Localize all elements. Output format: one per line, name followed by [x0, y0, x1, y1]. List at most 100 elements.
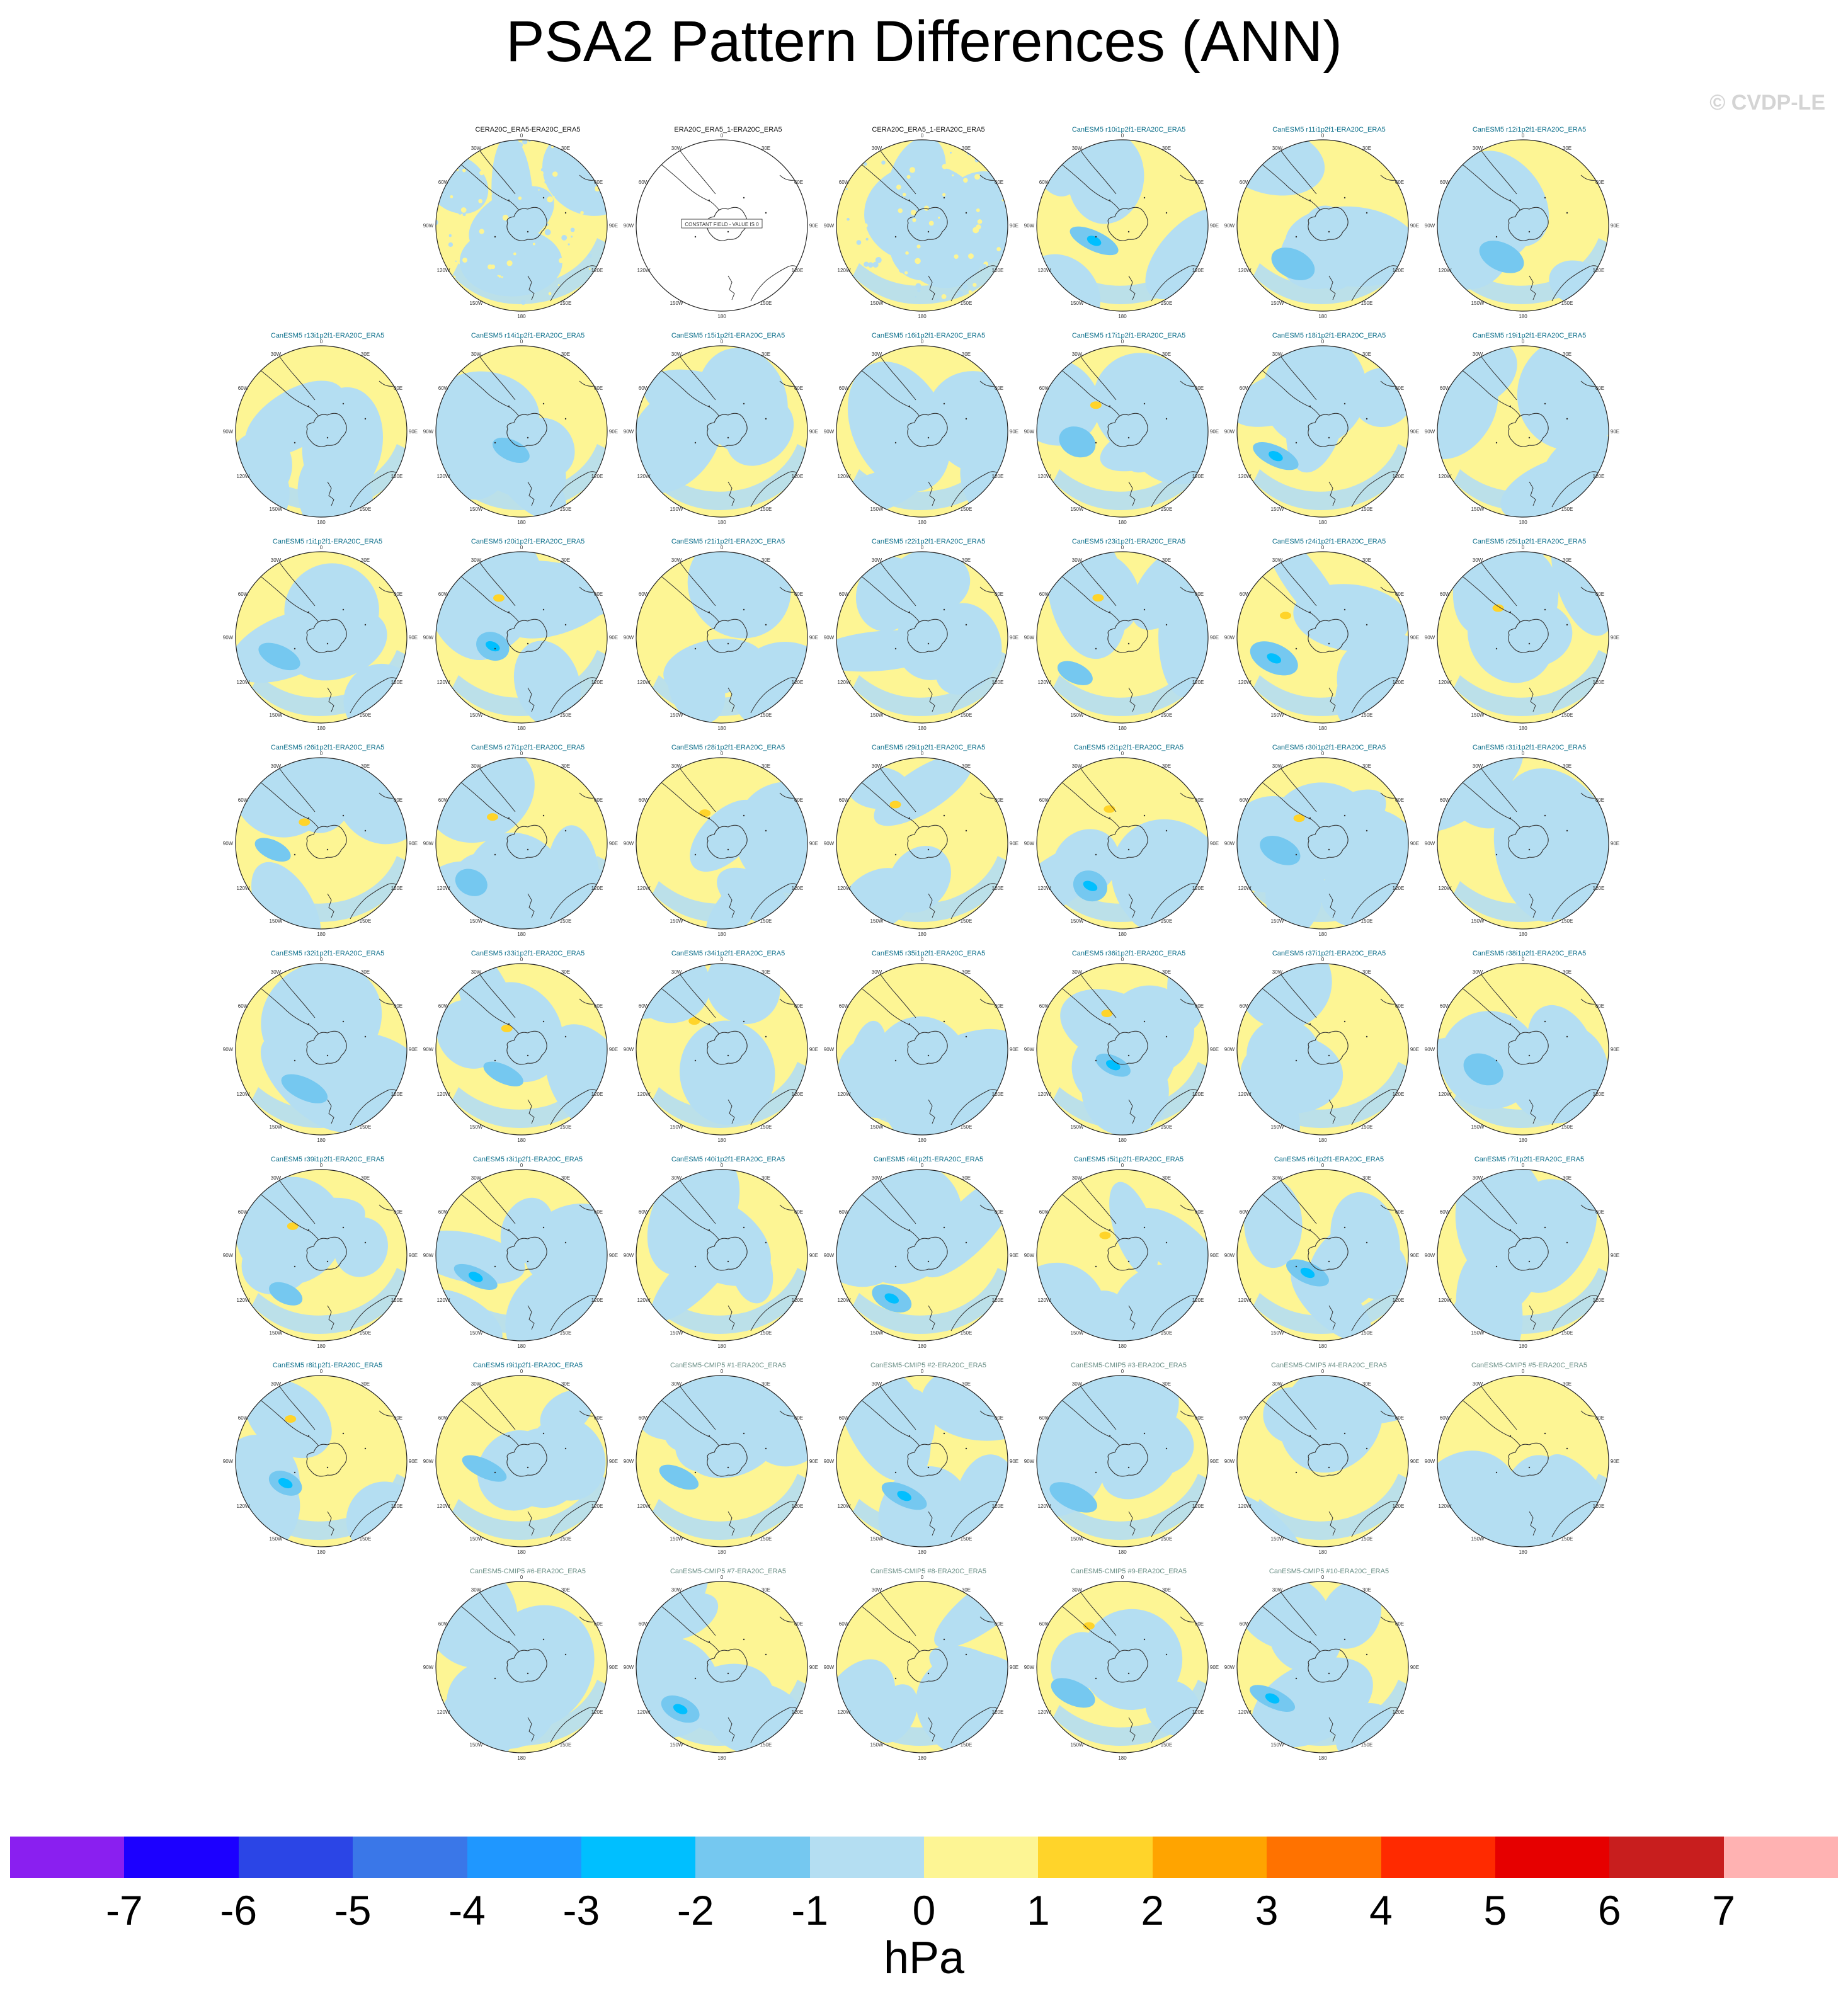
map-tick-label: 30E [1362, 145, 1371, 151]
map-tick-label: 0 [721, 339, 724, 345]
noise-speckle [517, 142, 523, 148]
map-tick-label: 120W [437, 1709, 450, 1715]
negative-core [455, 869, 488, 896]
south-america-coastline [1278, 147, 1317, 195]
new-zealand-coastline [527, 275, 535, 300]
south-america-coastline [458, 1398, 520, 1447]
map-tick-label: 150W [670, 1330, 683, 1336]
map-tick-label: 150E [1561, 300, 1573, 306]
colorbar-tick-label: 5 [1483, 1887, 1507, 1934]
new-zealand-coastline [1328, 275, 1336, 300]
new-zealand-coastline [928, 687, 935, 712]
island-dot [1165, 212, 1168, 214]
antarctica-coastline [1308, 1236, 1349, 1271]
island-dot [508, 199, 510, 202]
map-panel: CanESM5-CMIP5 #6-ERA20C_ERA5 0 30E 60E 90E 12… [423, 1568, 622, 1775]
map-panel-title: CanESM5 r35i1p2f1-ERA20C_ERA5 [871, 950, 986, 957]
map-tick-label: 120E [1192, 680, 1204, 685]
noise-speckle [535, 203, 541, 210]
map-tick-label: 0 [1522, 957, 1525, 962]
noise-speckle [920, 220, 925, 225]
map-tick-label: 120E [591, 886, 603, 891]
map-boundary [836, 345, 1008, 518]
map-tick-label: 90E [1210, 1253, 1219, 1258]
map-tick-label: 90E [1210, 223, 1219, 229]
noise-speckle [952, 174, 954, 177]
negative-core-strong [1269, 451, 1283, 462]
map-boundary [836, 757, 1008, 930]
australia-coastline [1351, 471, 1401, 508]
noise-speckle [875, 268, 880, 273]
noise-speckle [587, 162, 590, 164]
map-tick-label: 150W [870, 712, 884, 718]
island-dot [943, 814, 945, 817]
map-tick-label: 60W [438, 1209, 449, 1215]
map-panel-title: CanESM5 r34i1p2f1-ERA20C_ERA5 [671, 950, 785, 957]
island-dot [743, 1226, 745, 1229]
island-dot [564, 1447, 567, 1450]
island-dot [1309, 1641, 1311, 1643]
noise-speckle [571, 236, 573, 238]
noise-speckle [598, 191, 600, 194]
map-tick-label: 30E [1162, 969, 1171, 975]
map-tick-label: 30E [561, 969, 570, 975]
south-america-coastline [877, 971, 916, 1018]
antarctica-coastline [506, 207, 547, 241]
colorbar-tick-label: -5 [334, 1887, 372, 1934]
noise-speckle [462, 258, 467, 263]
south-america-coastline [677, 1176, 716, 1224]
noise-speckle [847, 217, 850, 221]
map-tick-label: 0 [921, 751, 924, 756]
map-tick-label: 90W [824, 223, 835, 229]
noise-speckle [568, 309, 574, 311]
map-tick-label: 60W [1240, 1003, 1250, 1009]
negative-region [929, 1645, 1008, 1696]
negative-region [540, 1390, 593, 1436]
negative-core [1057, 661, 1093, 685]
island-dot [1309, 1023, 1311, 1025]
map-tick-label: 60E [1595, 797, 1604, 803]
constant-field-box [681, 219, 763, 229]
map-tick-label: 30E [761, 1381, 770, 1387]
map-tick-label: 60E [1195, 1621, 1204, 1627]
map-tick-label: 90E [1410, 635, 1419, 641]
south-america-coastline [1078, 559, 1117, 607]
map-tick-label: 120E [1192, 268, 1204, 273]
map-tick-label: 0 [921, 1575, 924, 1580]
map-boundary [836, 551, 1008, 724]
map-tick-label: 90E [1210, 1665, 1219, 1670]
island-dot [965, 212, 967, 214]
map-panel-title: CanESM5 r22i1p2f1-ERA20C_ERA5 [871, 538, 986, 545]
island-dot [727, 231, 729, 233]
map-tick-label: 30E [761, 351, 770, 357]
map-tick-label: 150E [1161, 300, 1173, 306]
new-zealand-coastline [527, 1099, 535, 1124]
new-zealand-coastline [1529, 893, 1536, 918]
map-tick-label: 120W [838, 1297, 851, 1303]
new-zealand-coastline [327, 687, 334, 712]
map-tick-label: 60E [1595, 385, 1604, 391]
map-tick-label: 60E [394, 797, 402, 803]
noise-speckle [992, 231, 995, 234]
island-dot [743, 1020, 745, 1023]
island-dot [494, 1059, 496, 1062]
negative-core [1271, 248, 1315, 280]
island-dot [542, 1226, 545, 1229]
noise-speckle [551, 271, 554, 273]
noise-speckle [987, 142, 990, 145]
island-dot [1295, 1677, 1298, 1680]
noise-speckle [975, 199, 981, 205]
map-tick-label: 0 [1321, 751, 1325, 756]
island-dot [542, 1020, 545, 1023]
map-tick-label: 90W [1224, 223, 1235, 229]
map-tick-label: 90E [609, 1253, 618, 1258]
map-tick-label: 150E [1561, 1330, 1573, 1336]
island-dot [307, 1023, 310, 1025]
map-tick-label: 120E [1593, 1503, 1605, 1509]
antarctica-coastline [306, 1030, 347, 1065]
map-tick-label: 90E [809, 429, 818, 435]
map-panel-title: CanESM5 r29i1p2f1-ERA20C_ERA5 [871, 744, 986, 751]
